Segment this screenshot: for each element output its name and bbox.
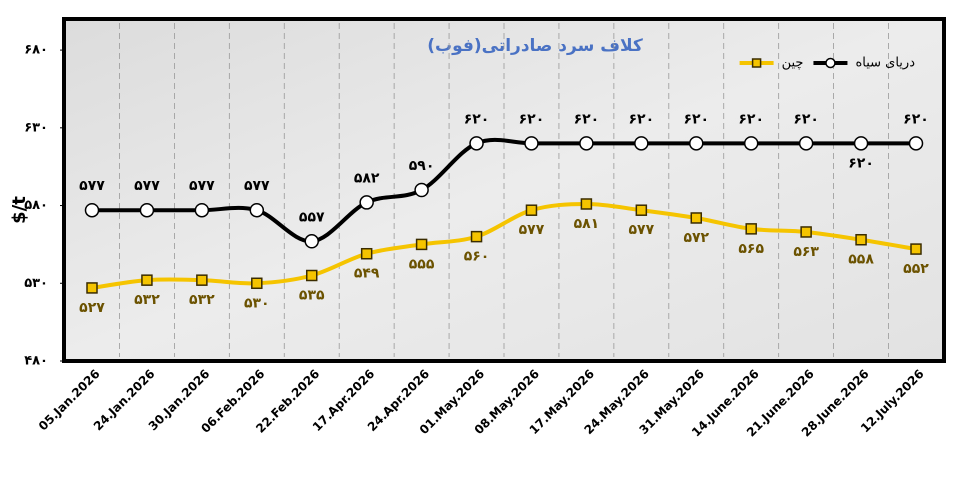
marker bbox=[800, 226, 812, 238]
data-label: ۵۳۲ bbox=[189, 292, 215, 308]
marker bbox=[910, 243, 922, 255]
data-label: ۵۵۵ bbox=[409, 256, 435, 272]
marker bbox=[635, 204, 648, 216]
data-label: ۶۲۰ bbox=[629, 111, 655, 127]
marker bbox=[470, 230, 483, 243]
data-label: ۵۷۷ bbox=[244, 178, 270, 194]
marker bbox=[194, 202, 210, 218]
data-label: ۵۷۷ bbox=[629, 222, 655, 238]
y-axis-label: $/t bbox=[9, 196, 30, 224]
marker bbox=[415, 238, 428, 251]
legend-marker bbox=[751, 58, 762, 68]
data-label: ۵۷۲ bbox=[683, 230, 709, 246]
data-label: ۵۹۰ bbox=[409, 158, 435, 174]
marker bbox=[690, 212, 703, 224]
marker bbox=[524, 136, 539, 151]
data-label: ۵۳۵ bbox=[299, 288, 325, 304]
marker bbox=[634, 136, 649, 151]
data-label: ۶۲۰ bbox=[738, 111, 764, 127]
data-label: ۵۷۷ bbox=[519, 222, 545, 238]
data-label: ۵۸۱ bbox=[574, 216, 600, 232]
marker bbox=[580, 198, 593, 210]
data-label: ۵۵۲ bbox=[903, 261, 929, 277]
marker bbox=[743, 136, 759, 151]
data-label: ۵۲۷ bbox=[79, 300, 105, 316]
marker bbox=[798, 136, 814, 151]
marker bbox=[305, 269, 318, 282]
y-tick-label: ۴۸۰ bbox=[24, 354, 48, 369]
marker bbox=[141, 274, 153, 286]
series-line bbox=[91, 201, 917, 290]
data-label: ۵۷۷ bbox=[134, 178, 160, 194]
marker bbox=[745, 223, 757, 235]
marker bbox=[84, 202, 100, 218]
data-label: ۶۲۰ bbox=[519, 111, 545, 127]
marker bbox=[249, 202, 265, 218]
legend-label: چین bbox=[782, 56, 804, 71]
marker bbox=[689, 136, 704, 151]
data-label: ۶۲۰ bbox=[793, 111, 819, 127]
marker bbox=[251, 277, 263, 290]
data-label: ۵۴۹ bbox=[354, 266, 380, 282]
marker bbox=[304, 234, 319, 249]
marker bbox=[855, 233, 867, 246]
marker bbox=[360, 247, 373, 260]
data-label: ۶۲۰ bbox=[464, 111, 490, 127]
y-tick-label: ۵۳۰ bbox=[24, 276, 48, 291]
data-label: ۶۲۰ bbox=[903, 111, 929, 127]
data-label: ۶۲۰ bbox=[574, 111, 600, 127]
data-label: ۵۳۲ bbox=[134, 292, 160, 308]
legend-marker bbox=[825, 57, 836, 69]
chart-title: کلاف سرد صادراتی(فوب) bbox=[427, 36, 643, 56]
marker bbox=[196, 274, 208, 286]
marker bbox=[359, 195, 374, 210]
data-label: ۵۵۷ bbox=[299, 209, 325, 225]
data-label: ۵۶۰ bbox=[464, 249, 490, 265]
series-line bbox=[92, 137, 916, 244]
data-label: ۵۶۵ bbox=[738, 241, 764, 257]
data-label: ۵۵۸ bbox=[848, 252, 874, 268]
marker bbox=[469, 136, 484, 151]
marker bbox=[908, 136, 924, 151]
marker bbox=[579, 136, 594, 151]
data-label: ۵۶۳ bbox=[793, 244, 819, 260]
data-label: ۵۷۷ bbox=[189, 178, 215, 194]
data-label: ۵۷۷ bbox=[79, 178, 105, 194]
y-tick-label: ۶۳۰ bbox=[24, 120, 48, 135]
marker bbox=[139, 202, 155, 218]
data-label: ۵۳۰ bbox=[244, 295, 270, 311]
data-label: ۵۸۲ bbox=[354, 170, 380, 186]
marker bbox=[414, 182, 429, 198]
y-tick-label: ۵۸۰ bbox=[24, 198, 48, 213]
legend-label: دریای سیاه bbox=[855, 56, 915, 71]
marker bbox=[525, 204, 538, 216]
marker bbox=[86, 282, 98, 294]
data-label: ۶۲۰ bbox=[848, 155, 874, 171]
y-tick-label: ۶۸۰ bbox=[24, 43, 48, 58]
data-label: ۶۲۰ bbox=[683, 111, 709, 127]
marker bbox=[853, 136, 869, 151]
